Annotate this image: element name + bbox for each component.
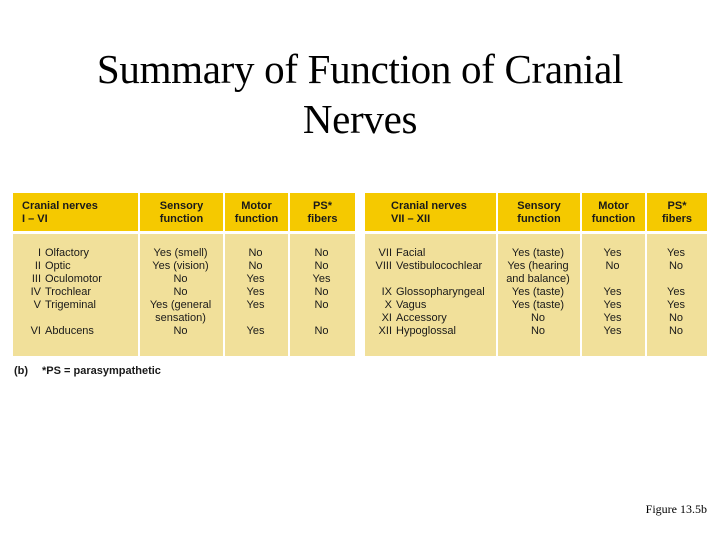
header-motor-function: Motor function xyxy=(234,200,279,225)
motor-function: Yes xyxy=(603,286,622,298)
header-sensory-function: Sensory function xyxy=(159,200,204,225)
nerve-name: Vestibulocochlear xyxy=(396,260,483,272)
nerve-name: Oculomotor xyxy=(45,273,102,285)
sensory-function: No xyxy=(173,325,188,337)
nerve-number: XI xyxy=(381,312,392,324)
nerve-name: Hypoglossal xyxy=(396,325,456,337)
nerve-number: I xyxy=(37,247,41,259)
sensory-function: No xyxy=(173,273,188,285)
column-divider xyxy=(645,193,647,356)
sensory-function: No xyxy=(530,312,546,324)
header-cranial-nerves: Cranial nerves I – VI xyxy=(22,200,98,225)
ps-fibers: No xyxy=(314,286,329,298)
nerve-number: II xyxy=(34,260,41,272)
ps-fibers: Yes xyxy=(667,247,685,259)
header-cranial-nerves: Cranial nerves VII – XII xyxy=(391,200,467,225)
ps-fibers: Yes xyxy=(312,273,331,285)
slide-title: Summary of Function of Cranial Nerves xyxy=(0,44,720,144)
column-divider xyxy=(288,193,290,356)
ps-fibers: No xyxy=(668,312,684,324)
footnote: *PS = parasympathetic xyxy=(42,365,161,377)
ps-fibers: Yes xyxy=(667,299,685,311)
cranial-nerves-table-vii-xii: Cranial nerves VII – XII Sensory functio… xyxy=(365,193,707,356)
header-motor-function: Motor function xyxy=(591,200,636,225)
motor-function: No xyxy=(248,247,263,259)
slide-title-line-1: Summary of Function of Cranial xyxy=(96,46,624,92)
nerve-name: Olfactory xyxy=(45,247,90,259)
ps-fibers: No xyxy=(314,247,329,259)
header-ps-fibers: PS* fibers xyxy=(662,200,692,225)
slide-title-line-2: Nerves xyxy=(302,96,418,142)
header-sensory-function: Sensory function xyxy=(517,200,561,225)
ps-fibers: No xyxy=(668,260,684,272)
nerve-name: Facial xyxy=(396,247,426,259)
column-divider xyxy=(496,193,498,356)
nerve-number: X xyxy=(384,299,392,311)
figure-caption: Figure 13.5b xyxy=(645,502,707,516)
table-header xyxy=(365,193,707,234)
motor-function: Yes xyxy=(246,273,265,285)
sensory-function-continued: and balance) xyxy=(506,273,570,285)
ps-fibers: No xyxy=(314,260,329,272)
nerve-name: Trigeminal xyxy=(45,299,96,311)
motor-function: Yes xyxy=(246,325,265,337)
table-header xyxy=(13,193,355,234)
sensory-function: No xyxy=(173,286,188,298)
nerve-name: Trochlear xyxy=(45,286,92,298)
sensory-function: Yes (hearing xyxy=(507,260,569,272)
column-divider xyxy=(223,193,225,356)
panel-label: (b) xyxy=(14,365,29,377)
sensory-function: Yes (taste) xyxy=(511,299,565,311)
nerve-name: Glossopharyngeal xyxy=(396,286,485,298)
ps-fibers: No xyxy=(668,325,684,337)
nerve-number: V xyxy=(33,299,41,311)
ps-fibers: Yes xyxy=(667,286,685,298)
nerve-number: III xyxy=(31,273,41,285)
sensory-function: Yes (smell) xyxy=(153,247,208,259)
motor-function: Yes xyxy=(603,299,622,311)
nerve-name: Optic xyxy=(45,260,71,272)
sensory-function: Yes (taste) xyxy=(511,286,565,298)
nerve-name: Abducens xyxy=(45,325,94,337)
sensory-function: No xyxy=(530,325,546,337)
nerve-number: VI xyxy=(30,325,41,337)
motor-function: Yes xyxy=(246,299,265,311)
sensory-function: Yes (taste) xyxy=(511,247,565,259)
ps-fibers: No xyxy=(314,325,329,337)
nerve-name: Accessory xyxy=(396,312,447,324)
motor-function: No xyxy=(605,260,620,272)
nerve-number: IX xyxy=(381,286,392,298)
sensory-function: Yes (general xyxy=(149,299,212,311)
motor-function: No xyxy=(248,260,263,272)
column-divider xyxy=(138,193,140,356)
sensory-function: Yes (vision) xyxy=(152,260,209,272)
ps-fibers: No xyxy=(314,299,329,311)
motor-function: Yes xyxy=(603,247,622,259)
cranial-nerves-table-i-vi: Cranial nerves I – VI Sensory function M… xyxy=(13,193,355,356)
motor-function: Yes xyxy=(603,325,622,337)
column-divider xyxy=(580,193,582,356)
nerve-number: VII xyxy=(378,247,392,259)
motor-function: Yes xyxy=(246,286,265,298)
nerve-number: IV xyxy=(30,286,41,298)
motor-function: Yes xyxy=(603,312,622,324)
nerve-name: Vagus xyxy=(396,299,427,311)
header-ps-fibers: PS* fibers xyxy=(307,200,338,225)
sensory-function-continued: sensation) xyxy=(155,312,206,324)
nerve-number: VIII xyxy=(375,260,392,272)
nerve-number: XII xyxy=(378,325,392,337)
